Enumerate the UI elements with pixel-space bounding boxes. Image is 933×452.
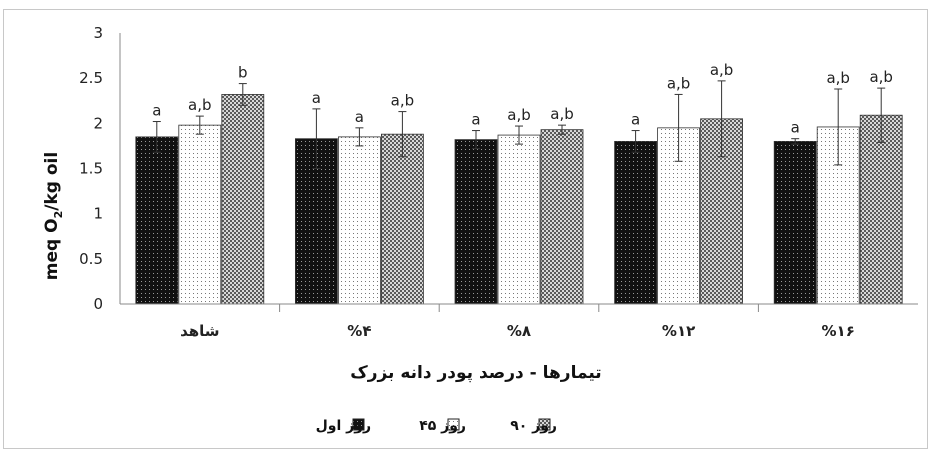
y-tick-label: 0.5 xyxy=(79,250,103,268)
significance-label: a,b xyxy=(710,61,733,79)
legend-swatch xyxy=(447,418,460,431)
bar xyxy=(178,124,222,305)
significance-label: a,b xyxy=(507,106,530,124)
significance-label: a,b xyxy=(826,69,849,87)
significance-label: a xyxy=(152,102,161,120)
significance-label: b xyxy=(238,64,248,82)
y-tick-label: 2 xyxy=(93,114,103,132)
x-tick-label: %۴ xyxy=(347,322,371,340)
y-tick-label: 3 xyxy=(93,24,103,42)
y-axis-title-main: meq O xyxy=(42,218,62,280)
y-axis-title: meq O2/kg oil xyxy=(42,152,65,280)
significance-label: a xyxy=(631,111,640,129)
significance-label: a,b xyxy=(188,96,211,114)
legend: روز اول روز ۴۵ روز ۹۰ xyxy=(316,418,557,434)
bars-layer xyxy=(135,94,903,305)
bar xyxy=(454,139,498,305)
y-tick-label: 1.5 xyxy=(79,160,103,178)
axes-layer xyxy=(119,33,918,312)
x-axis-ticks: شاهد %۴ %۸ %۱۲ %۱۶ xyxy=(180,322,855,340)
bar xyxy=(380,133,424,305)
significance-label: a,b xyxy=(391,92,414,110)
bar xyxy=(337,136,381,305)
y-tick-label: 2.5 xyxy=(79,69,103,87)
x-axis-title: تیمارها - درصد پودر دانه بزرک xyxy=(350,363,601,383)
bar xyxy=(859,114,903,305)
legend-swatch xyxy=(538,418,551,431)
x-tick-label: %۱۶ xyxy=(822,322,855,340)
y-axis-ticks: 0 0.5 1 1.5 2 2.5 3 xyxy=(79,24,103,313)
significance-labels-layer: a a,b b a a a,b a a,b a,b a a,b a,b a a,b a,b xyxy=(152,61,893,137)
significance-label: a xyxy=(471,111,480,129)
bar xyxy=(221,94,265,305)
error-bars-layer xyxy=(152,80,886,169)
legend-label: روز ۴۵ xyxy=(419,418,466,434)
bar xyxy=(773,140,817,305)
significance-label: a xyxy=(355,108,364,126)
y-tick-label: 1 xyxy=(93,205,103,223)
y-axis-title-rest: /kg oil xyxy=(42,152,62,211)
x-tick-label: شاهد xyxy=(180,322,219,340)
significance-label: a xyxy=(312,89,321,107)
legend-swatch xyxy=(352,418,365,431)
legend-label: روز ۹۰ xyxy=(510,418,557,434)
x-tick-label: %۸ xyxy=(507,322,531,340)
y-axis-title-sub: 2 xyxy=(52,211,65,219)
x-tick-label: %۱۲ xyxy=(662,322,695,340)
bar xyxy=(497,134,541,305)
significance-label: a,b xyxy=(869,68,892,86)
y-tick-label: 0 xyxy=(93,295,103,313)
bar xyxy=(540,129,584,305)
significance-label: a xyxy=(791,119,800,137)
bar xyxy=(135,136,179,305)
significance-label: a,b xyxy=(667,74,690,92)
significance-label: a,b xyxy=(550,105,573,123)
legend-label: روز اول xyxy=(316,418,371,434)
bar xyxy=(614,140,657,305)
